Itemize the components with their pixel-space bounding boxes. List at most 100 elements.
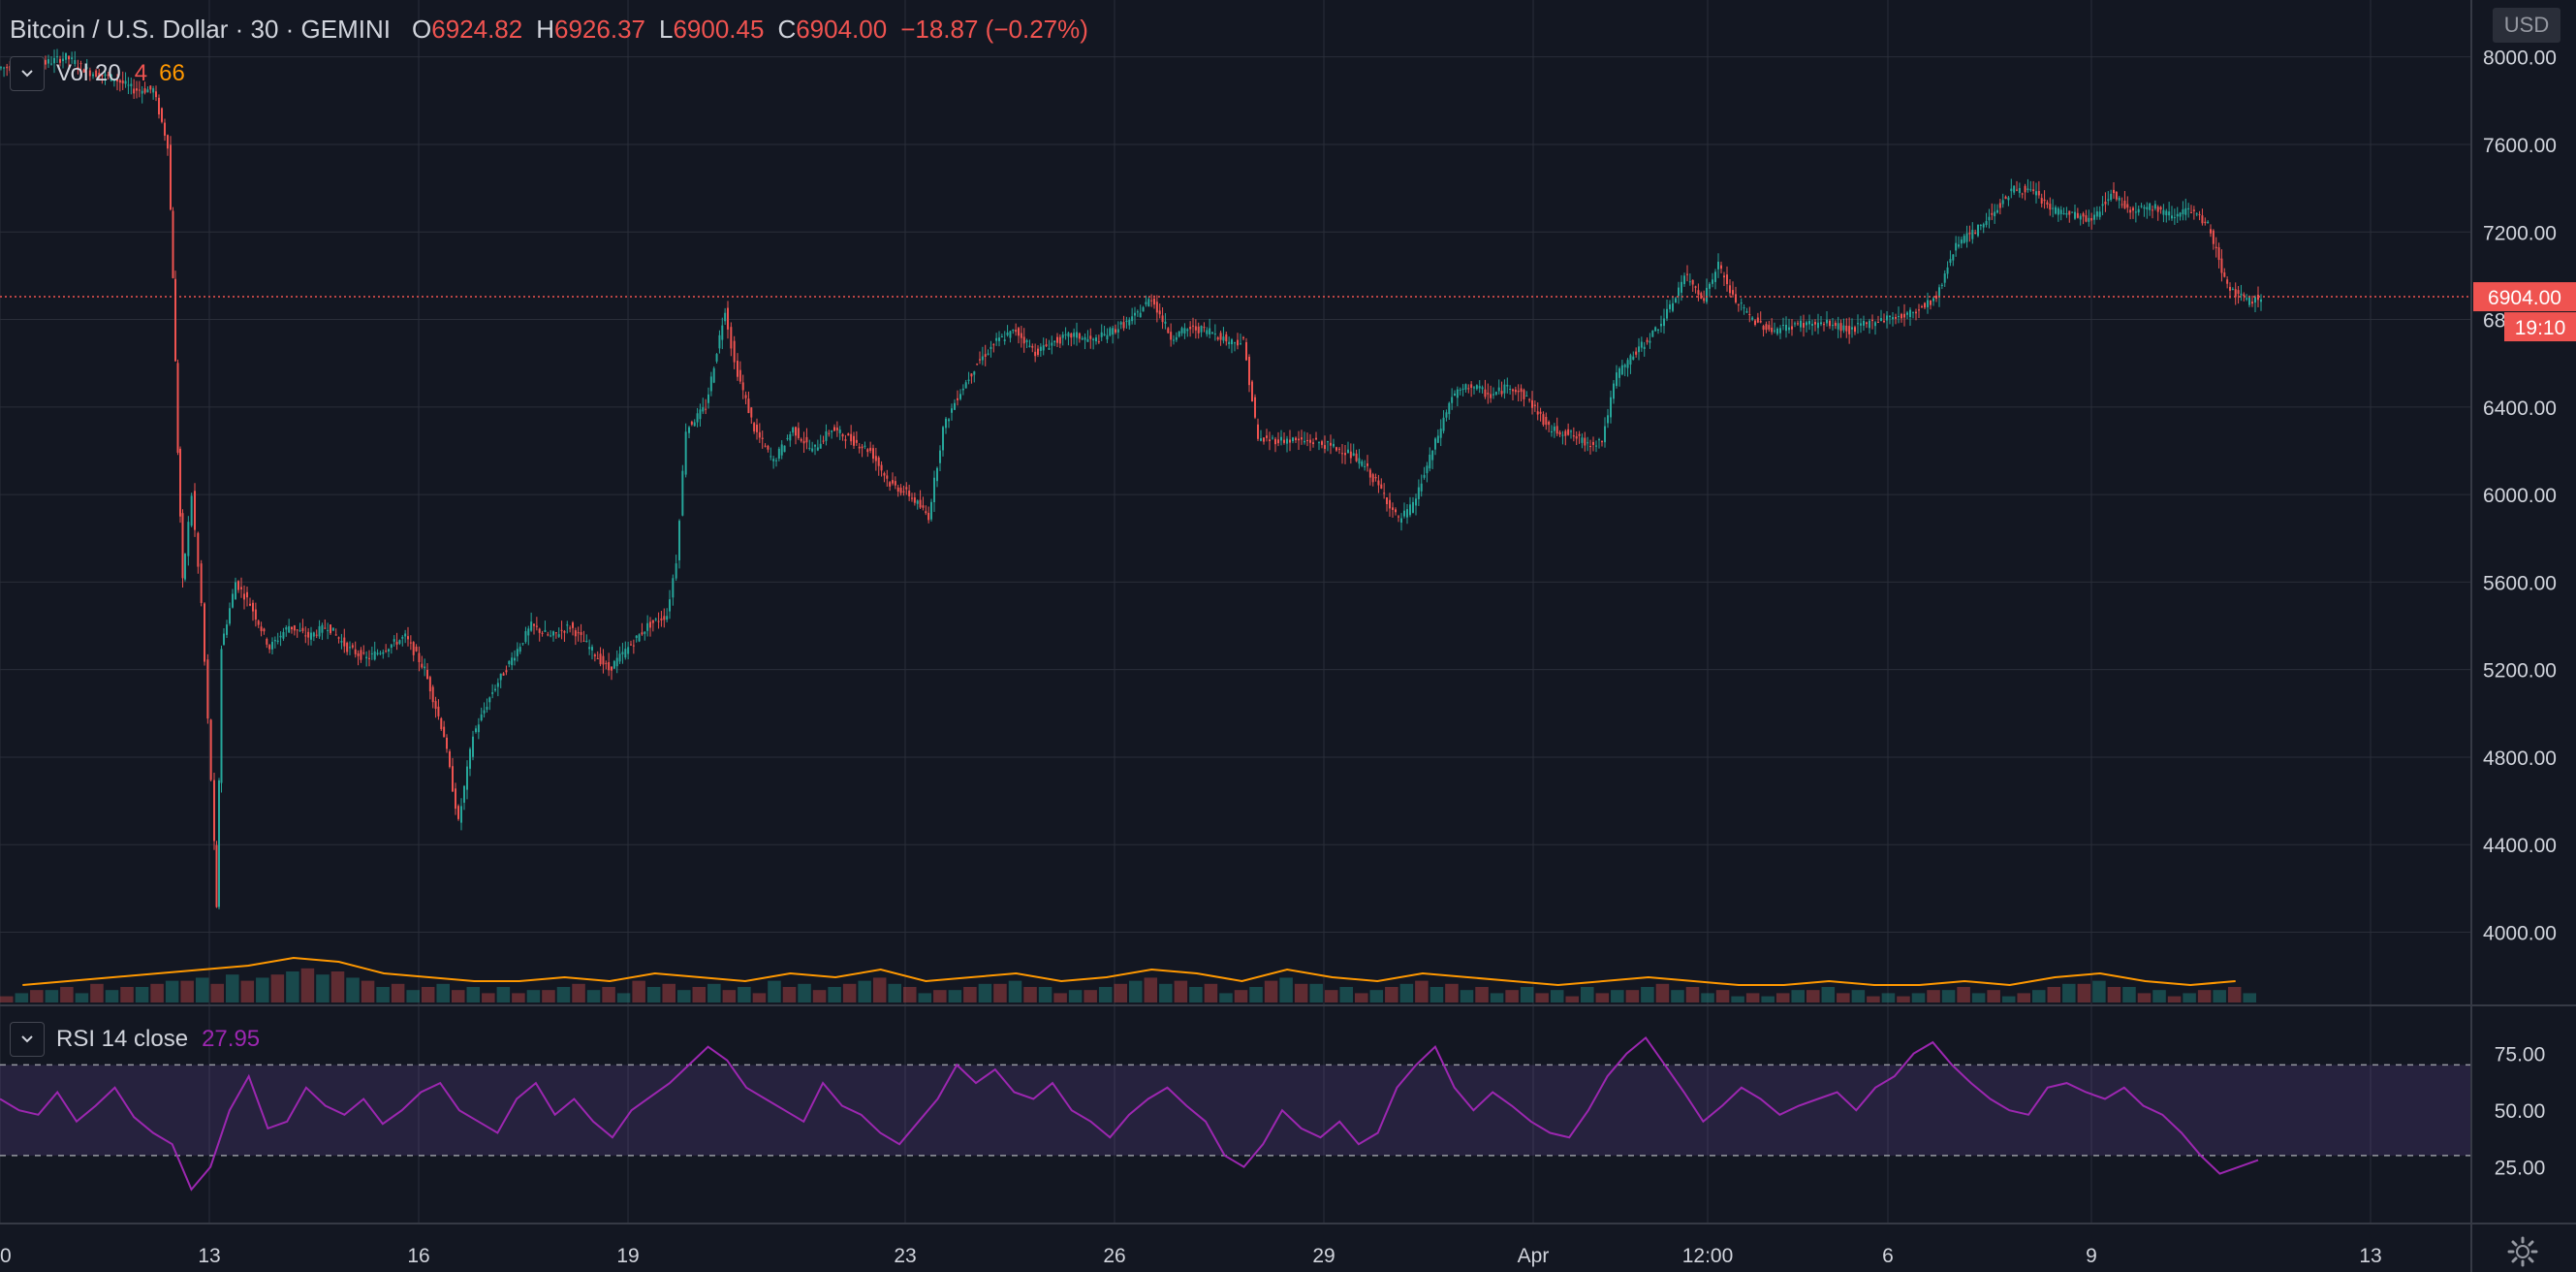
candle-body <box>927 513 930 521</box>
candle-body <box>1826 319 1828 324</box>
time-axis-label: 9 <box>2086 1245 2097 1267</box>
volume-bar <box>556 987 571 1002</box>
candle-body <box>167 135 169 149</box>
candle-body <box>2134 211 2137 213</box>
candle-body <box>1242 336 1244 338</box>
volume-value: 4 <box>134 60 148 86</box>
volume-bar <box>376 987 390 1002</box>
candle-body <box>1209 328 1211 334</box>
volume-bar <box>1897 996 1910 1002</box>
candle-body <box>886 475 889 479</box>
candle-body <box>1380 484 1383 489</box>
candle-body <box>346 643 349 652</box>
candle-body <box>282 632 285 639</box>
rsi-collapse-button[interactable] <box>10 1022 45 1057</box>
candle-body <box>727 307 729 330</box>
candle-body <box>638 634 641 642</box>
volume-bar <box>1098 987 1113 1002</box>
candle-body <box>1020 333 1022 338</box>
candle-body <box>560 629 563 631</box>
price-axis-label: 4400.00 <box>2483 835 2557 857</box>
candle-body <box>1131 316 1134 322</box>
candle-body <box>1646 339 1649 342</box>
candle-body <box>747 398 750 413</box>
volume-bar <box>828 987 841 1002</box>
candle-body <box>1173 339 1175 341</box>
candle-body <box>1669 303 1671 309</box>
candle-body <box>460 806 462 823</box>
candle-body <box>1949 259 1952 264</box>
candle-body <box>1988 216 1991 221</box>
open-value: 6924.82 <box>431 14 523 44</box>
candle-body <box>518 647 521 652</box>
candle-body <box>2159 207 2162 210</box>
candle-body <box>2146 207 2149 210</box>
currency-button[interactable]: USD <box>2493 8 2560 43</box>
candle-body <box>404 633 407 637</box>
candle-body <box>288 625 291 633</box>
rsi-legend-name[interactable]: RSI 14 close <box>56 1026 189 1052</box>
candle-body <box>401 637 404 639</box>
candle-body <box>240 587 242 589</box>
open-label: O <box>412 14 432 44</box>
candle-body <box>1361 461 1364 466</box>
candle-body <box>1412 501 1414 513</box>
volume-bar <box>632 980 645 1002</box>
candle-body <box>1551 430 1553 432</box>
time-axis-label: 13 <box>2359 1245 2381 1267</box>
candle-body <box>585 641 588 643</box>
candle-body <box>772 459 775 461</box>
candle-body <box>1803 323 1805 328</box>
candle-body <box>1028 345 1031 347</box>
volume-bar <box>2001 996 2016 1002</box>
volume-bar <box>993 983 1007 1002</box>
candle-body <box>1558 431 1561 435</box>
volume-ma-value: 66 <box>159 60 185 86</box>
candle-body <box>822 440 825 442</box>
price-axis-label: 6400.00 <box>2483 398 2557 420</box>
candle-body <box>2240 293 2243 296</box>
candle-body <box>1374 476 1377 479</box>
countdown-label: 19:10 <box>2515 317 2566 339</box>
candle-body <box>138 89 141 91</box>
volume-legend-name[interactable]: Vol 20 <box>56 60 121 86</box>
volume-bar <box>1535 993 1549 1002</box>
candle-body <box>1076 332 1078 338</box>
candle-body <box>1883 320 1885 323</box>
candle-body <box>1823 324 1825 326</box>
candle-body <box>434 701 437 710</box>
symbol-name[interactable]: Bitcoin / U.S. Dollar · 30 · GEMINI <box>10 14 391 44</box>
candle-body <box>635 635 638 638</box>
candle-body <box>1743 307 1745 309</box>
volume-bar <box>1084 990 1097 1002</box>
volume-bar <box>978 983 992 1002</box>
volume-collapse-button[interactable] <box>10 56 45 91</box>
candle-body <box>2016 189 2018 191</box>
candle-body <box>866 449 869 453</box>
settings-gear-icon[interactable] <box>2506 1235 2539 1268</box>
price-axis-label: 8000.00 <box>2483 48 2557 70</box>
candle-body <box>260 626 263 631</box>
volume-bar <box>1715 990 1730 1002</box>
volume-bar <box>707 983 721 1002</box>
candle-body <box>853 435 855 446</box>
candle-body <box>1754 320 1756 326</box>
candle-body <box>705 408 707 410</box>
candle-body <box>1542 414 1545 426</box>
candle-body <box>814 444 816 447</box>
chevron-down-icon <box>21 1035 33 1043</box>
volume-bar <box>1881 993 1896 1002</box>
candle-body <box>2043 199 2046 202</box>
volume-bar <box>1791 990 1805 1002</box>
volume-bar <box>722 990 737 1002</box>
candle-body <box>1481 387 1484 390</box>
candle-body <box>2049 204 2052 210</box>
candle-body <box>1240 343 1241 345</box>
volume-bar <box>1023 987 1037 1002</box>
candle-body <box>663 616 666 620</box>
candle-body <box>351 645 354 648</box>
time-axis-label: 16 <box>407 1245 429 1267</box>
candle-body <box>2152 209 2153 211</box>
candle-body <box>2032 189 2035 192</box>
